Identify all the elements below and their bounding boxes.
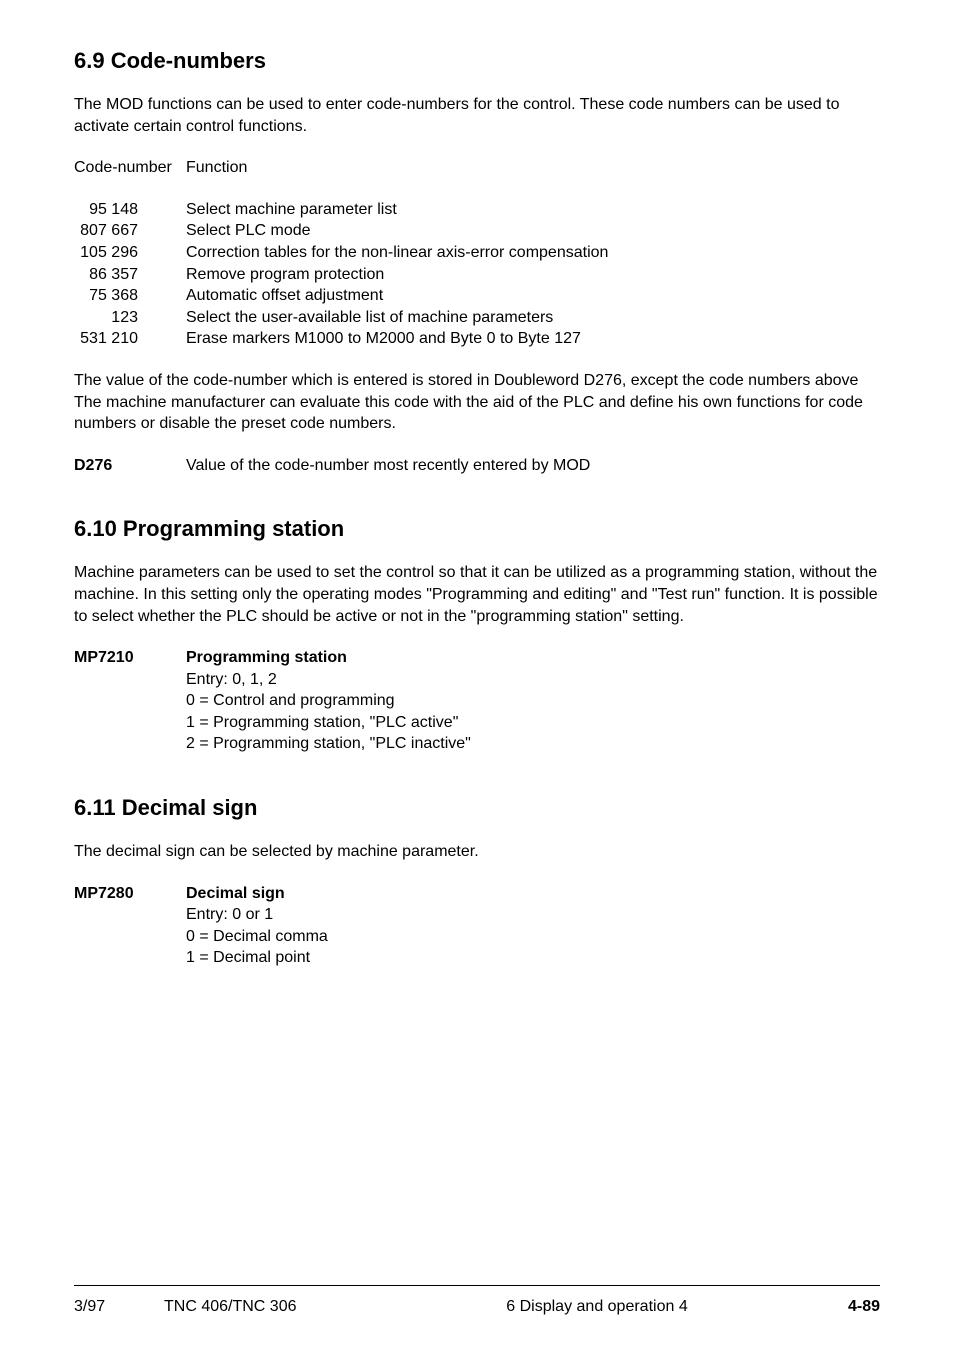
func-cell: Select PLC mode [186,220,880,242]
param-line: Entry: 0 or 1 [186,904,880,926]
param-body-mp7280: Decimal sign Entry: 0 or 1 0 = Decimal c… [186,883,880,969]
code-cell: 531 210 [74,328,186,350]
footer-model: TNC 406/TNC 306 [164,1298,374,1316]
param-mp7280: MP7280 Decimal sign Entry: 0 or 1 0 = De… [74,883,880,969]
param-line: 2 = Programming station, "PLC inactive" [186,733,880,755]
param-title-mp7210: Programming station [186,647,880,669]
func-cell: Select the user-available list of machin… [186,307,880,329]
param-line: 0 = Control and programming [186,690,880,712]
func-cell: Erase markers M1000 to M2000 and Byte 0 … [186,328,880,350]
code-cell: 105 296 [74,242,186,264]
code-table-header-func: Function [186,157,880,179]
func-cell: Remove program protection [186,264,880,286]
code-cell: 807 667 [74,220,186,242]
param-title-mp7280: Decimal sign [186,883,880,905]
param-mp7210: MP7210 Programming station Entry: 0, 1, … [74,647,880,755]
intro-code-numbers: The MOD functions can be used to enter c… [74,94,880,137]
table-row: 807 667 Select PLC mode [74,220,880,242]
code-cell: 75 368 [74,285,186,307]
intro-programming-station: Machine parameters can be used to set th… [74,562,880,627]
heading-decimal-sign: 6.11 Decimal sign [74,795,880,821]
d276-desc: Value of the code-number most recently e… [186,455,880,477]
code-table: 95 148 Select machine parameter list 807… [74,199,880,350]
code-cell: 123 [74,307,186,329]
param-line: 0 = Decimal comma [186,926,880,948]
code-table-header: Code-number Function [74,157,880,179]
section-code-numbers: 6.9 Code-numbers The MOD functions can b… [74,48,880,476]
code-cell: 86 357 [74,264,186,286]
footer-date: 3/97 [74,1298,164,1316]
table-row: 531 210 Erase markers M1000 to M2000 and… [74,328,880,350]
table-row: 86 357 Remove program protection [74,264,880,286]
param-line: 1 = Programming station, "PLC active" [186,712,880,734]
func-cell: Correction tables for the non-linear axi… [186,242,880,264]
section-decimal-sign: 6.11 Decimal sign The decimal sign can b… [74,795,880,969]
page-footer: 3/97 TNC 406/TNC 306 6 Display and opera… [74,1285,880,1316]
func-cell: Select machine parameter list [186,199,880,221]
param-body-mp7210: Programming station Entry: 0, 1, 2 0 = C… [186,647,880,755]
d276-row: D276 Value of the code-number most recen… [74,455,880,477]
param-label-mp7210: MP7210 [74,647,186,755]
page: 6.9 Code-numbers The MOD functions can b… [0,0,954,1346]
footer-page-number: 4-89 [820,1298,880,1316]
func-cell: Automatic offset adjustment [186,285,880,307]
after-code-numbers: The value of the code-number which is en… [74,370,880,435]
intro-decimal-sign: The decimal sign can be selected by mach… [74,841,880,863]
code-cell: 95 148 [74,199,186,221]
code-table-header-code: Code-number [74,157,186,179]
d276-label: D276 [74,455,186,477]
table-row: 95 148 Select machine parameter list [74,199,880,221]
footer-chapter: 6 Display and operation 4 [374,1298,820,1316]
section-programming-station: 6.10 Programming station Machine paramet… [74,516,880,755]
table-row: 105 296 Correction tables for the non-li… [74,242,880,264]
param-line: Entry: 0, 1, 2 [186,669,880,691]
page-content: 6.9 Code-numbers The MOD functions can b… [74,48,880,1285]
param-label-mp7280: MP7280 [74,883,186,969]
param-line: 1 = Decimal point [186,947,880,969]
heading-code-numbers: 6.9 Code-numbers [74,48,880,74]
table-row: 75 368 Automatic offset adjustment [74,285,880,307]
heading-programming-station: 6.10 Programming station [74,516,880,542]
table-row: 123 Select the user-available list of ma… [74,307,880,329]
